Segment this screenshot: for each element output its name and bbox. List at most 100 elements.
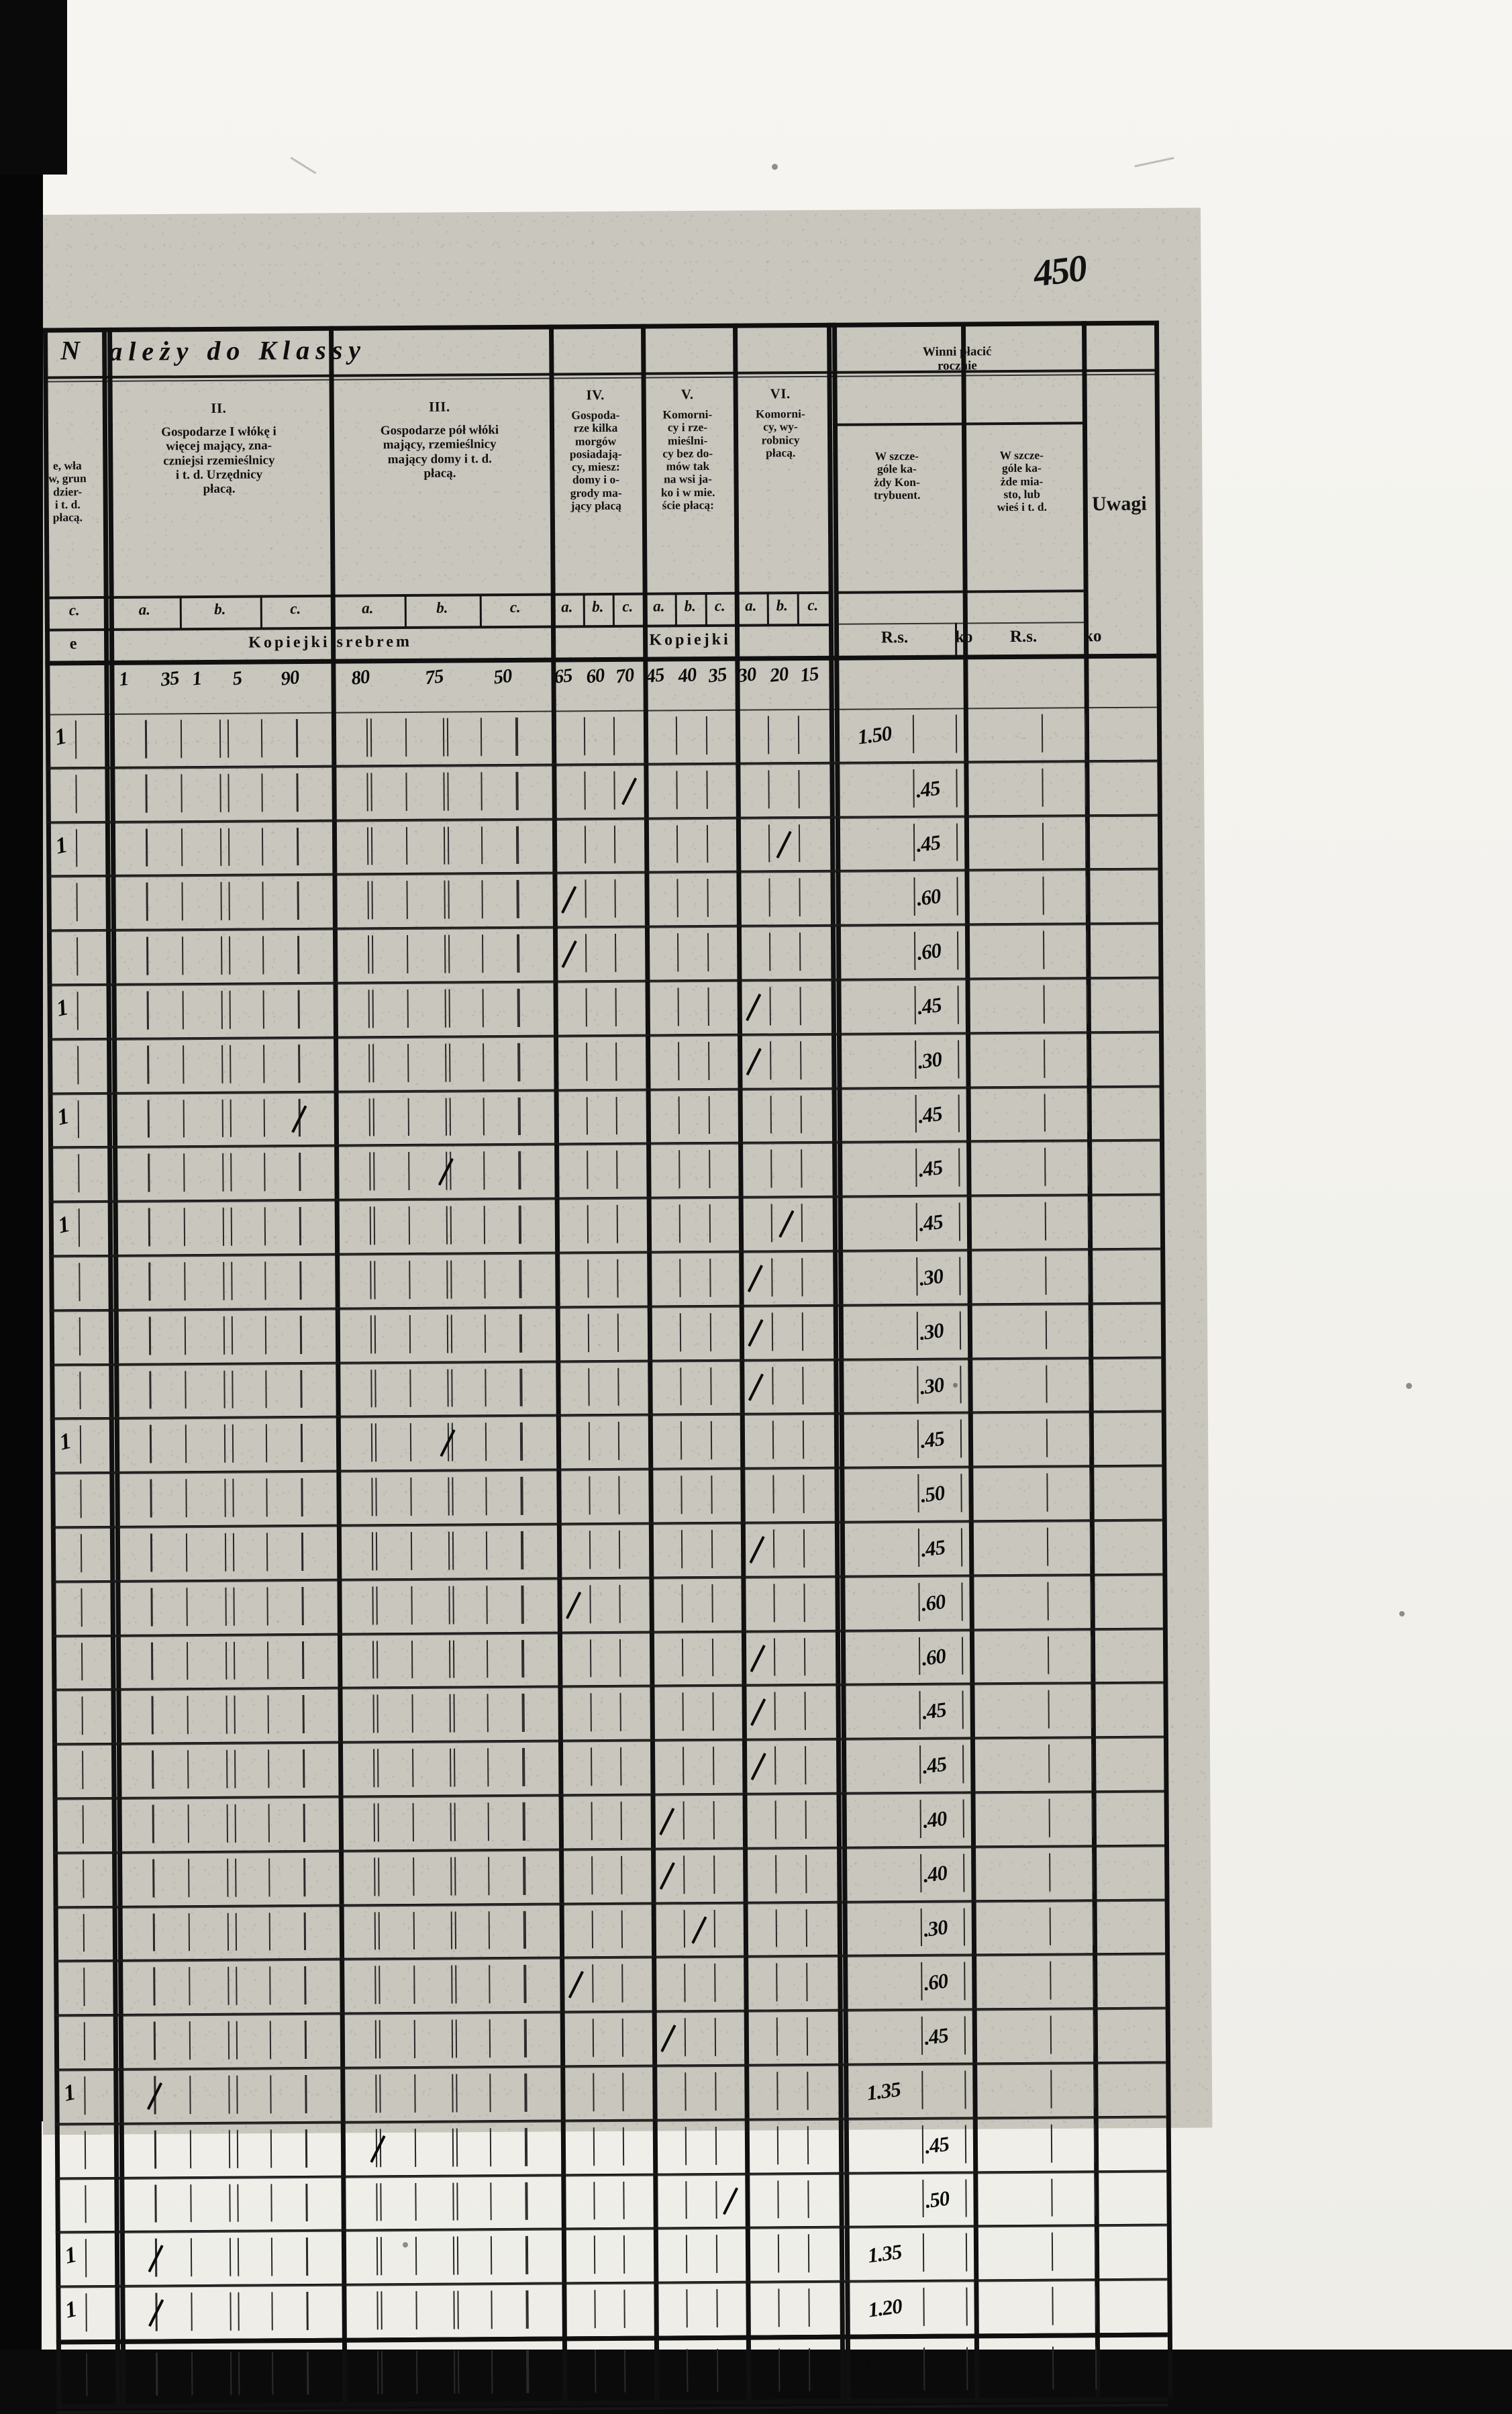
table-row[interactable] xyxy=(54,2063,1166,2125)
table-row[interactable] xyxy=(56,2280,1167,2341)
cell-divider xyxy=(922,2179,924,2218)
cell-divider xyxy=(678,1150,681,1189)
table-row[interactable] xyxy=(49,1195,1160,1257)
cell-divider xyxy=(452,2074,454,2113)
cell-divider xyxy=(370,773,372,811)
table-row[interactable] xyxy=(48,1032,1159,1094)
cell-divider xyxy=(525,2073,527,2112)
cell-divider xyxy=(370,718,372,757)
cell-divider xyxy=(77,992,79,1030)
pay2-rs-header: R.s. xyxy=(1009,627,1038,646)
cell-divider xyxy=(84,2076,86,2115)
table-row[interactable] xyxy=(46,815,1158,877)
grid-hline xyxy=(832,422,1082,426)
table-row[interactable] xyxy=(46,869,1158,931)
cell-divider xyxy=(1087,1039,1089,1077)
grid-hline xyxy=(834,622,963,625)
table-row[interactable] xyxy=(50,1357,1161,1419)
table-row[interactable] xyxy=(48,1141,1160,1202)
table-row[interactable] xyxy=(49,1249,1160,1311)
cell-divider xyxy=(1042,930,1045,969)
cell-divider xyxy=(442,718,445,757)
table-row[interactable] xyxy=(54,1954,1165,2016)
table-row[interactable] xyxy=(50,1412,1162,1474)
table-row[interactable] xyxy=(51,1520,1162,1582)
cell-divider xyxy=(263,1099,265,1137)
header-remarks: Uwagi xyxy=(1091,492,1147,516)
cell-divider xyxy=(376,1640,379,1679)
cell-divider xyxy=(1092,1906,1095,1945)
table-row[interactable] xyxy=(54,2009,1166,2070)
cell-divider xyxy=(82,1805,84,1844)
cell-divider xyxy=(807,2234,810,2273)
cell-divider xyxy=(146,774,148,813)
cell-divider xyxy=(707,987,709,1026)
cell-divider xyxy=(79,1263,81,1302)
cell-divider xyxy=(453,1694,455,1733)
table-row[interactable] xyxy=(47,978,1158,1040)
header-line: posiadają- xyxy=(569,446,622,461)
cell-divider xyxy=(85,2184,87,2223)
cell-divider xyxy=(457,2350,460,2394)
grid-vline xyxy=(404,595,407,628)
cell-divider xyxy=(266,1587,268,1625)
cell-divider xyxy=(918,1637,921,1676)
cell-divider xyxy=(684,2018,687,2057)
header-roman-VI: VI. xyxy=(770,385,791,402)
cell-divider xyxy=(483,1151,485,1190)
cell-divider xyxy=(711,1638,714,1677)
table-row[interactable] xyxy=(52,1629,1163,1690)
annual-payment-amount: 1.35 xyxy=(866,2239,903,2268)
cell-divider xyxy=(265,1424,268,1463)
cell-divider xyxy=(223,1316,225,1355)
cell-divider xyxy=(301,1478,303,1517)
table-row[interactable] xyxy=(55,2117,1166,2178)
cell-divider xyxy=(964,2016,966,2055)
cell-divider xyxy=(451,1965,453,2004)
pay1-rs-header: R.s. xyxy=(880,628,909,647)
cell-divider xyxy=(228,2075,230,2114)
table-row[interactable] xyxy=(55,2171,1166,2233)
cell-divider xyxy=(83,1968,85,2007)
header-line: cy, miesz: xyxy=(571,459,620,474)
cell-divider xyxy=(84,2131,87,2169)
cell-divider xyxy=(369,1152,371,1191)
table-row[interactable] xyxy=(53,1845,1164,1907)
table-row[interactable] xyxy=(54,1900,1165,1962)
table-row[interactable] xyxy=(52,1683,1163,1745)
cell-divider xyxy=(189,2076,191,2114)
scan-left-black-edge xyxy=(0,0,43,2121)
table-row[interactable] xyxy=(53,1792,1164,1853)
cell-divider xyxy=(706,770,708,809)
rate-value: 80 xyxy=(350,666,371,689)
subcol-label-V-c: c. xyxy=(714,597,725,614)
cell-divider xyxy=(768,878,770,917)
table-row[interactable] xyxy=(46,761,1157,822)
table-row[interactable] xyxy=(47,924,1158,985)
table-row[interactable] xyxy=(51,1574,1162,1636)
table-row[interactable] xyxy=(50,1303,1161,1365)
cell-divider xyxy=(1090,1582,1092,1620)
table-row[interactable] xyxy=(52,1737,1164,1799)
table-row[interactable] xyxy=(48,1086,1160,1148)
cell-divider xyxy=(1095,2286,1097,2325)
cell-divider xyxy=(301,1369,303,1408)
cell-divider xyxy=(1047,1582,1049,1621)
cell-divider xyxy=(676,879,678,918)
table-row[interactable] xyxy=(50,1466,1162,1528)
header-line: ście płacą: xyxy=(662,497,714,512)
cell-divider xyxy=(77,1046,79,1084)
cell-divider xyxy=(450,1857,452,1896)
cell-divider xyxy=(708,1096,710,1134)
header-line: rocznie xyxy=(937,358,977,374)
cell-divider xyxy=(452,1640,455,1678)
cell-divider xyxy=(219,773,221,812)
cell-divider xyxy=(1049,1907,1052,1946)
table-row[interactable] xyxy=(56,2225,1167,2287)
header-line: Gospoda- xyxy=(571,407,620,422)
table-row[interactable] xyxy=(46,707,1157,769)
cell-divider xyxy=(411,1640,413,1679)
cell-divider xyxy=(487,1802,489,1841)
header-line: więcej mający, zna- xyxy=(166,438,272,454)
cell-divider xyxy=(454,1748,456,1787)
